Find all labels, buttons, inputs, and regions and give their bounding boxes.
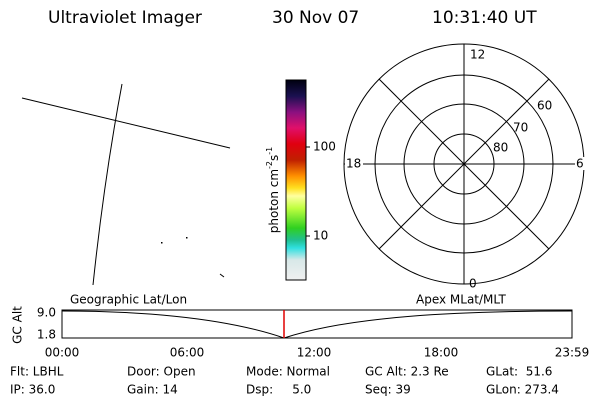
map-dot xyxy=(186,237,188,239)
mlt-label: 18 xyxy=(346,157,361,171)
x-tick-label: 06:00 xyxy=(170,346,205,360)
panel-label: Geographic Lat/Lon xyxy=(70,293,187,307)
plot-frame xyxy=(61,309,573,339)
exponent: -1 xyxy=(265,147,274,155)
map-line xyxy=(219,273,225,278)
footer: Flt: LBHL Door: Open Mode: Normal GC Alt: 2… xyxy=(10,365,559,397)
altitude-plot: Geographic Lat/Lon Apex MLat/MLT GC Alt … xyxy=(11,293,590,360)
mlt-label: 12 xyxy=(470,48,485,62)
map xyxy=(21,83,231,286)
x-tick-label: 00:00 xyxy=(45,346,80,360)
unit: photon cm xyxy=(267,169,281,233)
x-tick-label: 23:59 xyxy=(555,346,590,360)
status-field: Flt: LBHL xyxy=(10,365,64,379)
label-bg xyxy=(575,157,585,170)
exponent: -2 xyxy=(265,161,274,169)
lat-label: 70 xyxy=(513,121,528,135)
map-line xyxy=(92,83,123,286)
time: 10:31:40 UT xyxy=(432,8,537,28)
y-tick-label: 1.8 xyxy=(37,328,56,342)
colorbar: 100 10 photon cm-2s-1 xyxy=(265,79,336,281)
polar-plot: 12 18 6 0 60 70 80 xyxy=(343,43,585,291)
lat-label: 80 xyxy=(493,141,508,155)
label-bg xyxy=(469,48,485,61)
colorbar-scale xyxy=(285,79,307,281)
y-tick-label: 9.0 xyxy=(37,306,56,320)
x-tick-label: 18:00 xyxy=(424,346,459,360)
colorbar-label: photon cm-2s-1 xyxy=(265,147,281,234)
colorbar-tick-label: 10 xyxy=(313,229,328,243)
status-field: Door: Open xyxy=(127,365,196,379)
status-field: Gain: 14 xyxy=(127,383,178,397)
colorbar-tick-label: 100 xyxy=(313,140,336,154)
x-tick-label: 12:00 xyxy=(297,346,332,360)
date: 30 Nov 07 xyxy=(272,8,359,28)
axis xyxy=(378,78,550,250)
status-field: GLon: 273.4 xyxy=(486,383,559,397)
status-field: IP: 36.0 xyxy=(10,383,55,397)
mlt-label: 6 xyxy=(576,157,584,171)
status-field: Dsp: 5.0 xyxy=(246,383,311,397)
status-field: Seq: 39 xyxy=(365,383,411,397)
status-field: Mode: Normal xyxy=(246,365,330,379)
panel-label: Apex MLat/MLT xyxy=(416,293,506,307)
status-field: GC Alt: 2.3 Re xyxy=(365,365,449,379)
status-field: GLat: 51.6 xyxy=(486,365,552,379)
axis-label: GC Alt xyxy=(11,306,25,344)
lat-label: 60 xyxy=(537,99,552,113)
unit: s xyxy=(267,155,281,161)
map-dot xyxy=(161,242,163,244)
label-bg xyxy=(345,157,363,170)
title: Ultraviolet Imager xyxy=(48,8,202,28)
mlt-label: 0 xyxy=(469,277,477,291)
map-line xyxy=(21,97,231,149)
